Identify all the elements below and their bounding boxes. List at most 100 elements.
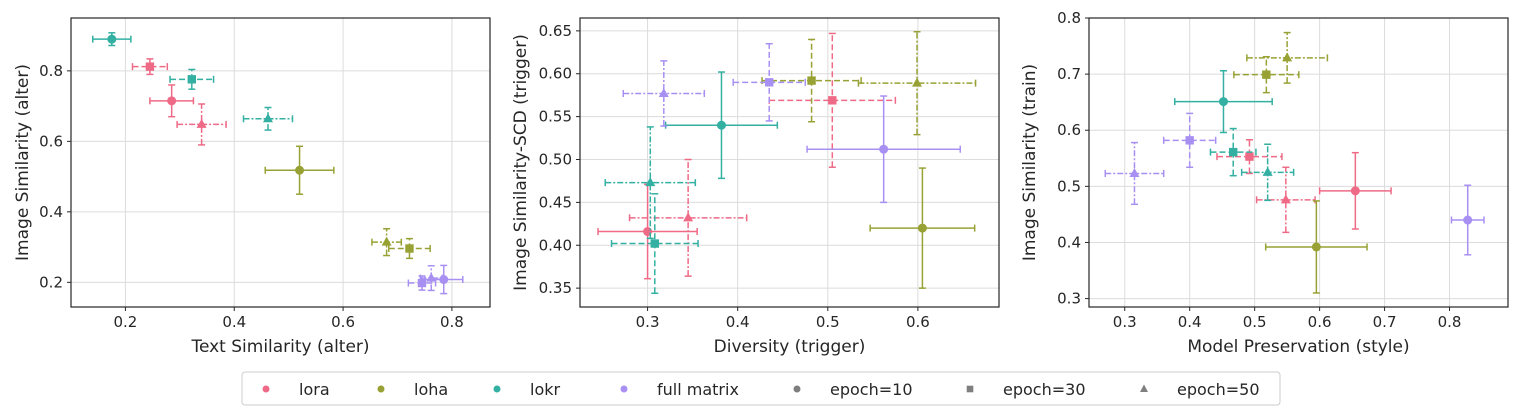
x-tick-label: 0.2 [113, 313, 137, 331]
data-point-full-matrix-epoch30 [1162, 112, 1217, 169]
circle-marker [1350, 186, 1360, 196]
y-tick-label: 0.50 [539, 150, 572, 168]
legend-label: full matrix [657, 380, 739, 399]
data-point-full-matrix-epoch30 [732, 42, 807, 122]
legend-square-marker [966, 385, 974, 393]
square-marker [187, 75, 197, 84]
x-axis-label: Diversity (trigger) [714, 337, 866, 357]
x-tick-label: 0.5 [816, 313, 840, 331]
y-tick-label: 0.8 [39, 62, 63, 80]
x-tick-label: 0.4 [1178, 313, 1202, 331]
circle-marker [716, 120, 726, 130]
triangle-marker [1262, 166, 1273, 176]
triangle-marker [381, 236, 392, 246]
legend-swatch [377, 385, 385, 393]
x-tick-label: 0.4 [726, 313, 750, 331]
legend-swatch [493, 385, 501, 393]
y-tick-label: 0.45 [539, 193, 572, 211]
data-point-lokr-epoch10 [1173, 69, 1273, 134]
data-point-loha-epoch50 [857, 30, 977, 136]
data-point-loha-epoch50 [1246, 31, 1329, 84]
data-point-lora-epoch10 [149, 84, 195, 118]
legend-swatch [620, 385, 628, 393]
x-tick-label: 0.6 [1308, 313, 1332, 331]
legend-item-epoch-50: epoch=50 [1140, 380, 1260, 399]
legend-circle-marker [793, 385, 801, 393]
axes-frame [579, 17, 1000, 308]
x-tick-label: 0.8 [440, 313, 464, 331]
legend-item-epoch-30: epoch=30 [966, 380, 1086, 399]
y-axis-label: Image Similarity-SCD (trigger) [511, 34, 531, 291]
data-point-full-matrix-epoch50 [419, 265, 443, 292]
triangle-marker [1282, 52, 1293, 62]
circle-marker [1311, 242, 1321, 252]
y-axis-label: Image Similarity (train) [1020, 64, 1040, 261]
legend-label: lokr [530, 380, 561, 399]
x-tick-label: 0.3 [1113, 313, 1137, 331]
square-marker [1245, 152, 1254, 161]
legend-item-full-matrix: full matrix [620, 380, 739, 399]
triangle-marker [658, 87, 669, 97]
y-tick-label: 0.4 [39, 203, 63, 221]
y-tick-label: 0.6 [39, 132, 63, 150]
data-point-lokr-epoch10 [92, 32, 132, 47]
triangle-marker [683, 212, 694, 222]
chart-panel-2: 0.3 0.4 0.5 0.6 0.35 0.40 0.45 0.50 0.55 0.60 0.65… [511, 17, 1000, 357]
data-point-lokr-epoch10 [664, 71, 779, 180]
y-tick-label: 0.60 [539, 65, 572, 83]
x-tick-label: 0.3 [636, 313, 660, 331]
y-tick-label: 0.3 [1057, 290, 1081, 308]
legend-label: loha [414, 380, 448, 399]
legend-item-lora: lora [262, 380, 330, 399]
x-axis-label: Text Similarity (alter) [190, 337, 369, 357]
legend-item-lokr: lokr [493, 380, 561, 399]
legend-label: lora [299, 380, 330, 399]
square-marker [650, 239, 659, 248]
data-point-lokr-epoch30 [1209, 127, 1257, 177]
legend-triangle-marker [1140, 384, 1148, 392]
circle-marker [1218, 97, 1228, 107]
circle-marker [107, 34, 117, 44]
data-point-loha-epoch10 [1264, 200, 1368, 294]
legend-label: epoch=10 [830, 380, 913, 399]
legend-box [241, 371, 1281, 406]
triangle-marker [426, 272, 437, 282]
triangle-marker [1280, 194, 1291, 204]
x-tick-label: 0.6 [906, 313, 930, 331]
square-marker [1229, 147, 1238, 157]
data-point-lora-epoch30 [1216, 139, 1283, 175]
legend-label: epoch=50 [1177, 380, 1260, 399]
y-tick-label: 0.55 [539, 108, 572, 126]
square-marker [145, 62, 155, 71]
axes-frame [1088, 17, 1509, 308]
data-point-full-matrix-epoch50 [1104, 141, 1165, 206]
data-point-full-matrix-epoch50 [622, 60, 706, 127]
data-point-lora-epoch50 [176, 103, 227, 146]
circle-marker [439, 275, 449, 285]
x-axis-label: Model Preservation (style) [1187, 337, 1409, 357]
triangle-marker [1129, 167, 1140, 177]
legend-item-loha: loha [377, 380, 448, 399]
axes-frame [70, 17, 491, 308]
data-point-lokr-epoch50 [604, 126, 697, 240]
square-marker [828, 96, 837, 105]
data-point-loha-epoch10 [869, 167, 976, 289]
square-marker [1262, 70, 1271, 79]
circle-marker [295, 165, 305, 175]
triangle-marker [645, 177, 656, 187]
y-tick-label: 0.2 [39, 273, 63, 291]
triangle-marker [196, 118, 207, 128]
y-tick-label: 0.7 [1057, 65, 1081, 83]
y-tick-label: 0.40 [539, 236, 572, 254]
square-marker [417, 278, 427, 288]
data-point-lora-epoch30 [131, 58, 169, 76]
y-tick-label: 0.8 [1057, 9, 1081, 27]
square-marker [765, 78, 774, 87]
square-marker [405, 244, 414, 253]
x-tick-label: 0.7 [1373, 313, 1397, 331]
data-point-loha-epoch10 [264, 145, 335, 195]
y-tick-label: 0.5 [1057, 177, 1081, 195]
triangle-marker [912, 77, 923, 87]
data-point-loha-epoch30 [388, 237, 431, 260]
